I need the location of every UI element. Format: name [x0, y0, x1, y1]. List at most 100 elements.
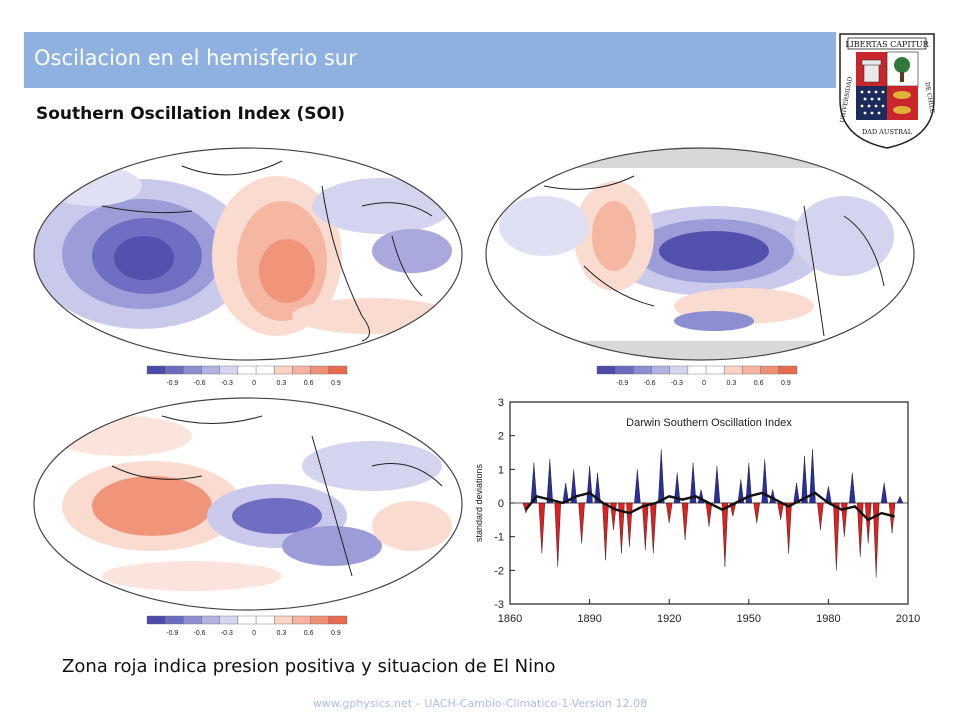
chart-bar-negative — [872, 502, 880, 578]
chart-bar-positive — [809, 449, 816, 504]
chart-smooth-line — [524, 491, 895, 522]
colorbar-label: 0 — [252, 630, 256, 637]
chart-bar-negative — [578, 502, 585, 544]
chart-bar-positive — [594, 472, 601, 504]
colorbar-swatch — [219, 615, 239, 625]
university-logo: LIBERTAS CAPITUR UNIVERSIDAD DAD AUSTRAL… — [834, 30, 940, 152]
chart-bar-negative — [888, 502, 896, 534]
correlation-map-top-left — [32, 146, 464, 362]
chart-bar-positive — [896, 495, 904, 504]
colorbar-bottom-left: -0.9 -0.6 -0.3 0 0.3 0.6 0.9 — [141, 614, 353, 643]
colorbar-label: 0.3 — [276, 630, 286, 637]
colorbar-label: -0.6 — [194, 380, 206, 387]
chart-bar-positive — [570, 469, 577, 504]
chart-bar-positive — [713, 465, 721, 504]
colorbar-swatch — [633, 365, 652, 375]
colorbar-label: -0.9 — [166, 380, 178, 387]
colorbar-label: 0.9 — [781, 380, 791, 387]
colorbar-label: 0 — [702, 380, 706, 387]
colorbar-label: 0.6 — [304, 630, 314, 637]
colorbar-swatch — [292, 365, 311, 375]
correlation-map-top-right — [484, 146, 916, 362]
section-subtitle: Southern Oscillation Index (SOI) — [36, 104, 346, 124]
chart-bar-negative — [817, 502, 824, 530]
chart-xtick-label: 1890 — [577, 613, 601, 625]
slide-title-bar: Oscilacion en el hemisferio sur — [24, 32, 836, 88]
colorbar-top-right: -0.9 -0.6 -0.3 0 0.3 0.6 0.9 — [591, 364, 803, 393]
colorbar-swatch — [724, 365, 743, 375]
chart-bar-positive — [745, 462, 753, 504]
chart-bar-negative — [665, 502, 673, 524]
colorbar-label: 0.6 — [754, 380, 764, 387]
chart-xtick-label: 1860 — [498, 613, 522, 625]
colorbar-swatch — [201, 615, 220, 625]
colorbar-swatch — [687, 365, 707, 375]
colorbar-label: -0.3 — [671, 380, 683, 387]
colorbar-swatch — [614, 365, 634, 375]
colorbar-swatch — [760, 365, 780, 375]
colorbar-label: 0.9 — [331, 380, 341, 387]
university-seal-icon: LIBERTAS CAPITUR UNIVERSIDAD DAD AUSTRAL… — [839, 33, 936, 149]
chart-bar-positive — [673, 472, 681, 504]
chart-bar-negative — [618, 502, 625, 554]
chart-bar-positive — [634, 469, 641, 504]
slide-caption: Zona roja indica presion positiva y situ… — [62, 656, 556, 677]
chart-bar-positive — [546, 459, 554, 504]
colorbar-swatch — [669, 365, 689, 375]
colorbar-swatch — [328, 365, 348, 375]
chart-bar-positive — [801, 455, 808, 504]
chart-ytick-label: 0 — [498, 498, 504, 510]
chart-ylabel: standard deviations — [474, 463, 484, 542]
colorbar-swatch — [274, 615, 293, 625]
colorbar-swatch — [651, 365, 670, 375]
colorbar-swatch — [164, 365, 184, 375]
colorbar-swatch — [596, 365, 616, 375]
colorbar-label: -0.3 — [221, 630, 233, 637]
colorbar-swatch — [310, 615, 330, 625]
logo-tree — [894, 57, 910, 73]
chart-bar-positive — [880, 482, 888, 504]
chart-ytick-label: -2 — [494, 565, 504, 577]
colorbar-label: 0.6 — [304, 380, 314, 387]
chart-bar-negative — [753, 502, 760, 524]
logo-animal-1 — [893, 91, 911, 99]
correlation-map-bottom-left — [32, 396, 464, 612]
chart-xtick-label: 1920 — [657, 613, 681, 625]
logo-animal-2 — [893, 106, 911, 114]
chart-bar-negative — [538, 502, 546, 554]
chart-ytick-label: 3 — [498, 397, 504, 409]
colorbar-swatch — [146, 615, 166, 625]
colorbar-swatch — [328, 615, 348, 625]
slide-footer: www.gphysics.net – UACH-Cambio-Climatico… — [312, 697, 648, 710]
chart-bar-negative — [841, 502, 848, 537]
chart-bar-positive — [761, 459, 768, 504]
colorbar-swatch — [237, 615, 257, 625]
chart-bar-negative — [681, 502, 689, 541]
colorbar-swatch — [778, 365, 798, 375]
logo-ring-bottom: DAD AUSTRAL — [862, 128, 913, 136]
chart-bar-negative — [785, 502, 792, 554]
chart-ytick-label: 2 — [498, 431, 504, 443]
chart-ytick-label: 1 — [498, 464, 504, 476]
colorbar-label: 0 — [252, 380, 256, 387]
colorbar-label: -0.6 — [194, 630, 206, 637]
colorbar-swatch — [183, 615, 202, 625]
colorbar-label: 0.3 — [726, 380, 736, 387]
chart-xtick-label: 1950 — [737, 613, 761, 625]
soi-chart-svg: Darwin Southern Oscillation Index standa… — [474, 397, 920, 625]
colorbar-label: -0.3 — [221, 380, 233, 387]
slide-title: Oscilacion en el hemisferio sur — [34, 46, 357, 70]
colorbar-label: -0.9 — [166, 630, 178, 637]
colorbar-swatch — [201, 365, 220, 375]
colorbar-swatch — [742, 365, 761, 375]
chart-bar-negative — [864, 502, 872, 544]
chart-bar-positive — [737, 479, 745, 504]
chart-bar-positive — [689, 462, 697, 504]
chart-title: Darwin Southern Oscillation Index — [626, 417, 792, 429]
chart-bar-negative — [857, 502, 864, 557]
logo-motto: LIBERTAS CAPITUR — [845, 40, 929, 49]
colorbar-swatch — [255, 615, 275, 625]
colorbar-label: -0.9 — [616, 380, 628, 387]
colorbar-label: 0.3 — [276, 380, 286, 387]
colorbar-label: -0.6 — [644, 380, 656, 387]
